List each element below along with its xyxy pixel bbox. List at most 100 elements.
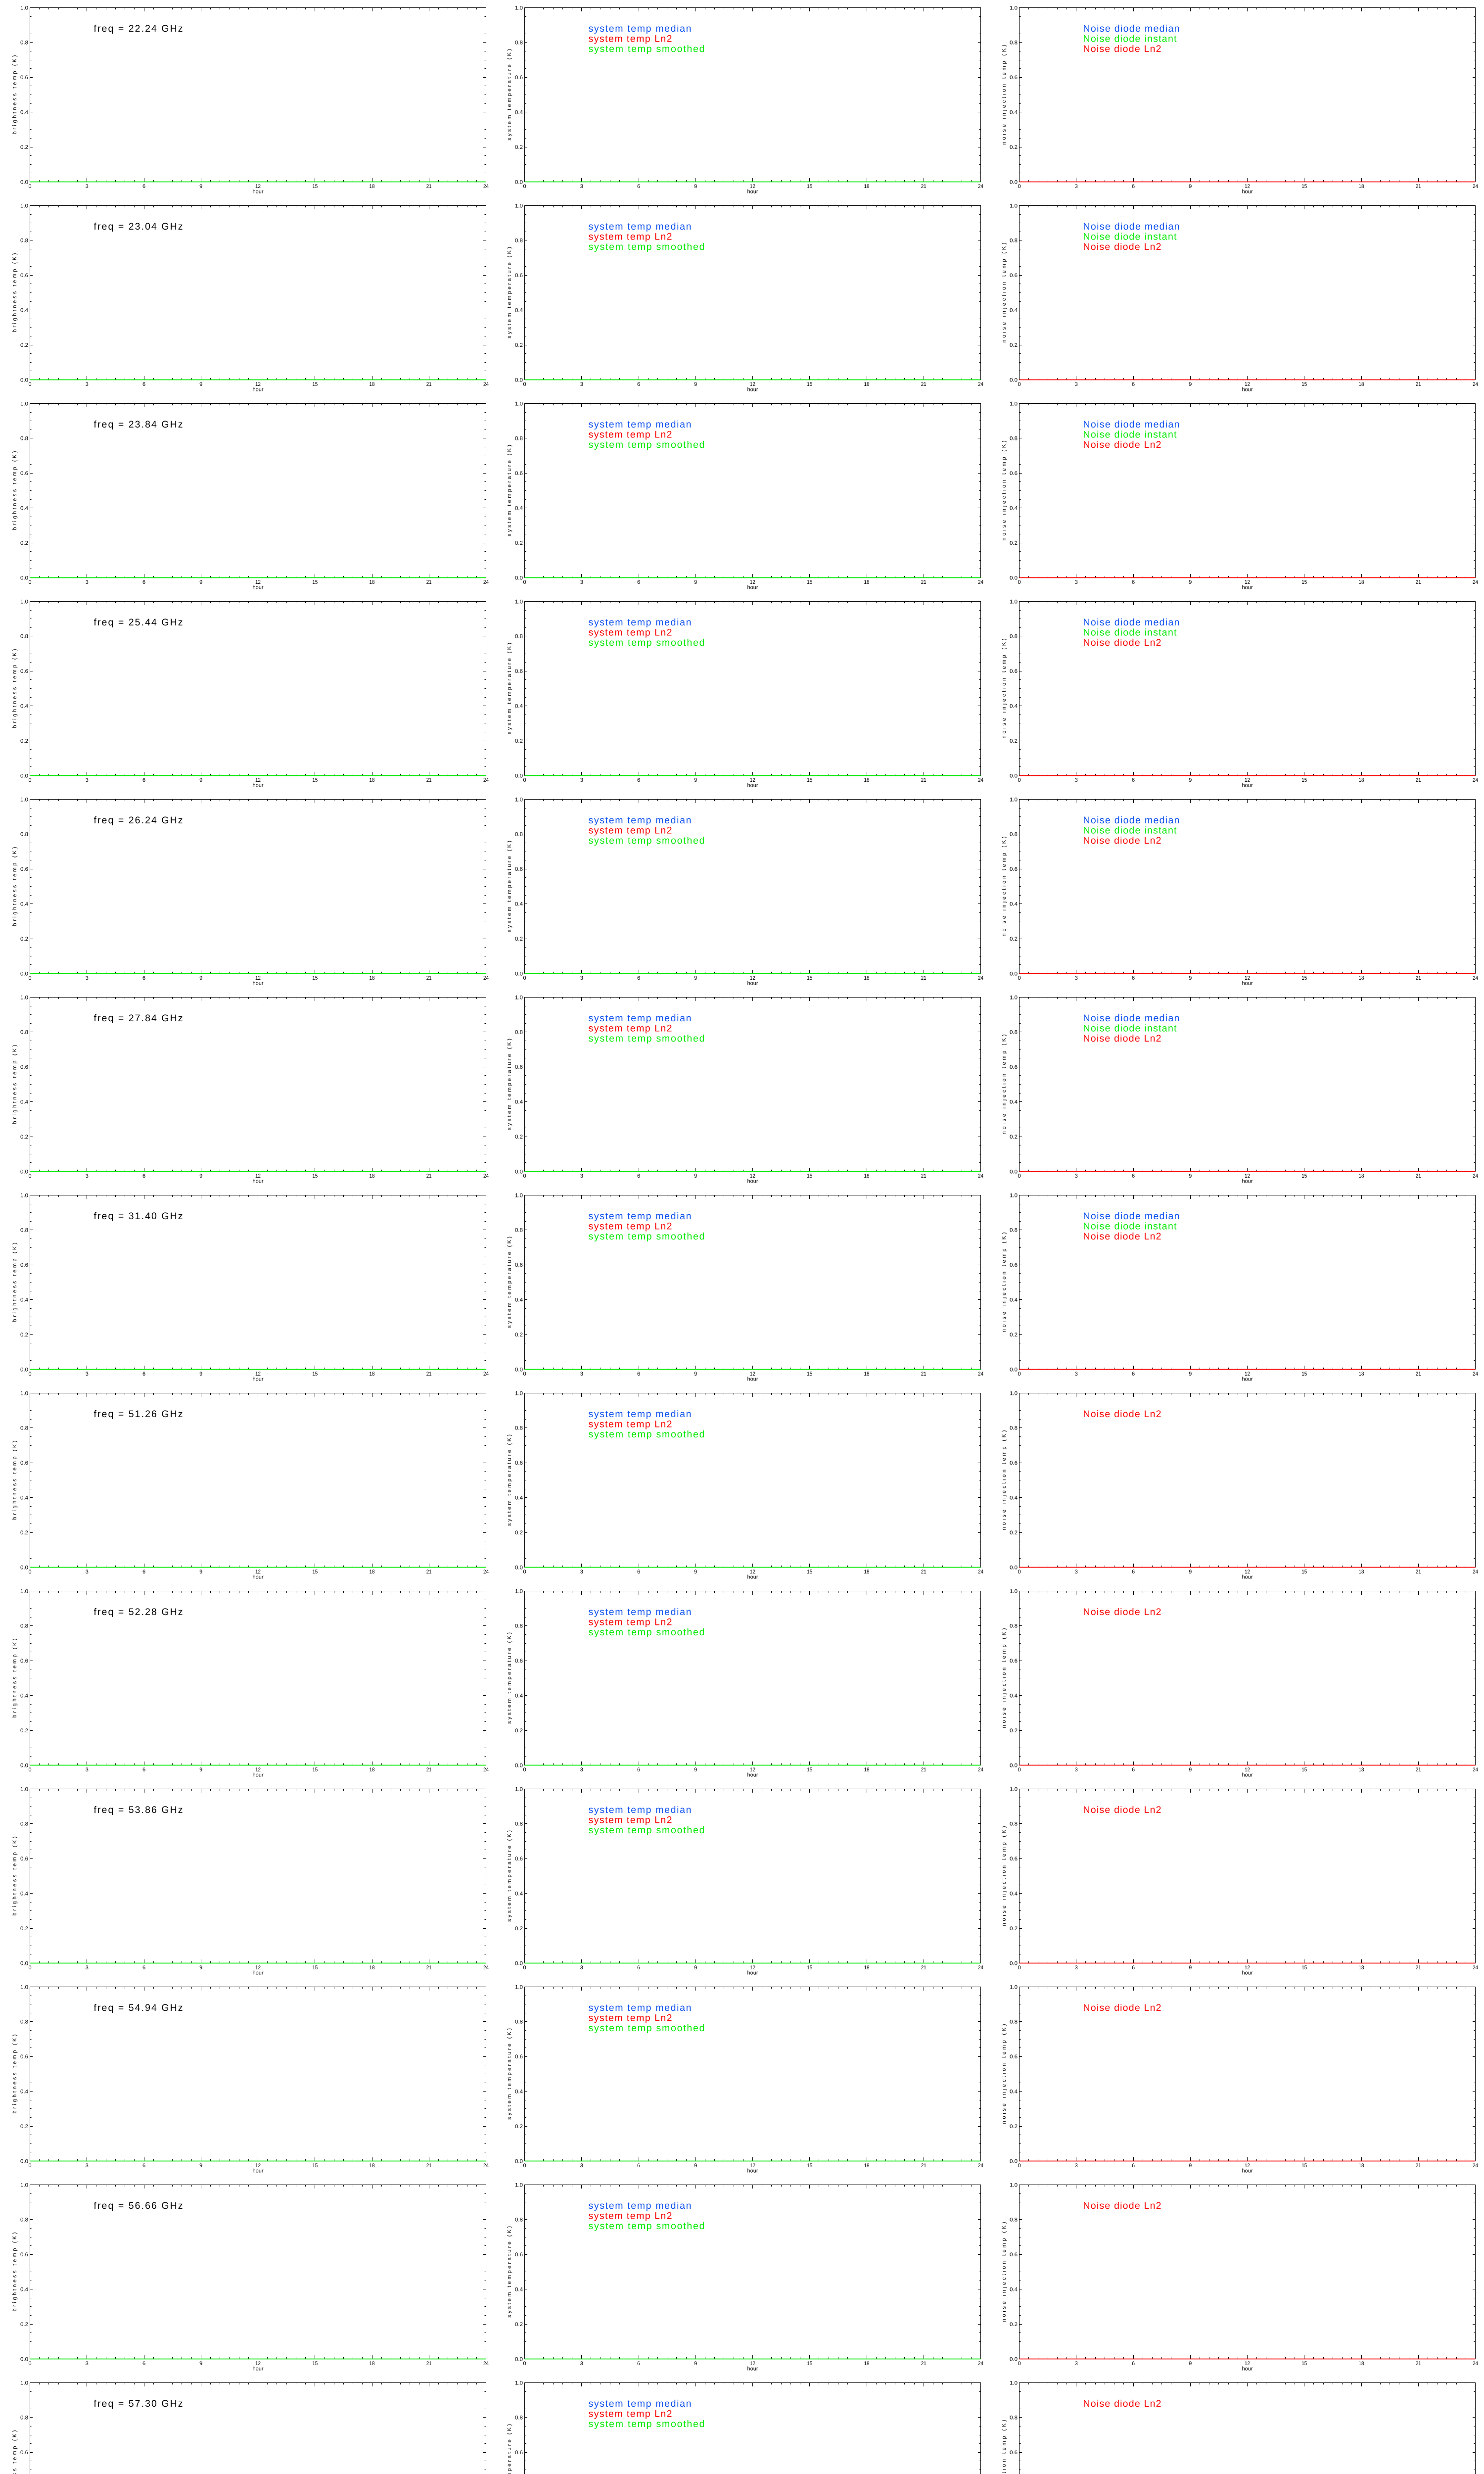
svg-text:Noise diode Ln2: Noise diode Ln2 — [1083, 1033, 1161, 1044]
svg-text:0.6: 0.6 — [515, 866, 523, 872]
svg-text:hour: hour — [252, 981, 263, 987]
svg-text:3: 3 — [1075, 184, 1078, 190]
svg-text:24: 24 — [483, 1371, 489, 1377]
svg-text:system temperature (K): system temperature (K) — [507, 841, 512, 932]
svg-text:1.0: 1.0 — [20, 1588, 28, 1594]
svg-text:system temperature (K): system temperature (K) — [507, 2424, 512, 2474]
svg-text:24: 24 — [1473, 1569, 1478, 1575]
svg-text:0.6: 0.6 — [1010, 1658, 1018, 1664]
svg-text:0.2: 0.2 — [515, 936, 523, 942]
svg-text:24: 24 — [978, 1173, 983, 1179]
svg-text:1.0: 1.0 — [20, 1192, 28, 1198]
svg-text:15: 15 — [1301, 1767, 1307, 1773]
svg-text:18: 18 — [370, 1173, 375, 1179]
svg-text:1.0: 1.0 — [1010, 5, 1018, 11]
svg-text:24: 24 — [978, 975, 983, 981]
svg-text:18: 18 — [370, 1965, 375, 1971]
svg-text:system temp smoothed: system temp smoothed — [589, 637, 705, 648]
svg-text:noise injection temp (K): noise injection temp (K) — [1001, 441, 1007, 541]
svg-text:9: 9 — [694, 1767, 697, 1773]
svg-text:9: 9 — [199, 1569, 202, 1575]
svg-text:0: 0 — [28, 1371, 31, 1377]
svg-text:Noise diode instant: Noise diode instant — [1083, 627, 1177, 638]
svg-text:system temp Ln2: system temp Ln2 — [589, 2211, 672, 2222]
svg-text:Noise diode median: Noise diode median — [1083, 815, 1180, 826]
svg-text:3: 3 — [1075, 1767, 1078, 1773]
svg-text:3: 3 — [1075, 2163, 1078, 2169]
svg-text:24: 24 — [978, 579, 983, 585]
svg-text:0.8: 0.8 — [515, 436, 523, 442]
svg-text:6: 6 — [637, 975, 640, 981]
svg-text:18: 18 — [1359, 975, 1364, 981]
svg-text:Noise diode instant: Noise diode instant — [1083, 1221, 1177, 1232]
svg-text:6: 6 — [637, 2163, 640, 2169]
svg-text:3: 3 — [86, 579, 89, 585]
svg-text:0.8: 0.8 — [1010, 1426, 1018, 1431]
svg-text:freq = 26.24 GHz: freq = 26.24 GHz — [94, 815, 183, 826]
svg-text:Noise diode instant: Noise diode instant — [1083, 34, 1177, 45]
svg-text:3: 3 — [1075, 1965, 1078, 1971]
svg-text:12: 12 — [750, 777, 755, 783]
svg-text:0.0: 0.0 — [515, 575, 523, 581]
svg-text:noise injection temp (K): noise injection temp (K) — [1001, 1035, 1007, 1135]
svg-text:freq = 31.40 GHz: freq = 31.40 GHz — [94, 1211, 183, 1222]
svg-text:0.2: 0.2 — [20, 144, 28, 150]
svg-text:12: 12 — [255, 777, 261, 783]
svg-text:0.0: 0.0 — [515, 1367, 523, 1373]
svg-text:freq = 53.86 GHz: freq = 53.86 GHz — [94, 1805, 183, 1815]
svg-text:0.4: 0.4 — [20, 110, 28, 116]
svg-text:18: 18 — [1359, 1965, 1364, 1971]
svg-text:12: 12 — [750, 579, 755, 585]
svg-text:0: 0 — [523, 381, 526, 387]
svg-text:system temp smoothed: system temp smoothed — [589, 1231, 705, 1242]
svg-text:9: 9 — [694, 579, 697, 585]
svg-text:12: 12 — [750, 184, 755, 190]
svg-text:6: 6 — [142, 1965, 145, 1971]
svg-text:3: 3 — [86, 1173, 89, 1179]
svg-text:21: 21 — [921, 1767, 927, 1773]
svg-text:Noise diode Ln2: Noise diode Ln2 — [1083, 1409, 1161, 1420]
svg-text:9: 9 — [694, 1569, 697, 1575]
svg-text:hour: hour — [1242, 387, 1252, 393]
svg-text:15: 15 — [1301, 1569, 1307, 1575]
svg-text:15: 15 — [807, 2163, 812, 2169]
svg-text:0.0: 0.0 — [515, 1565, 523, 1570]
svg-text:15: 15 — [807, 1371, 812, 1377]
svg-text:system temp Ln2: system temp Ln2 — [589, 34, 672, 45]
svg-text:12: 12 — [1245, 2361, 1250, 2367]
svg-text:0.8: 0.8 — [20, 238, 28, 244]
svg-text:system temperature (K): system temperature (K) — [507, 247, 512, 338]
svg-text:0.6: 0.6 — [515, 471, 523, 476]
svg-text:0.4: 0.4 — [515, 506, 523, 512]
svg-text:12: 12 — [750, 2361, 755, 2367]
svg-text:1.0: 1.0 — [20, 2380, 28, 2386]
svg-text:system temp Ln2: system temp Ln2 — [589, 1221, 672, 1232]
svg-text:hour: hour — [252, 2366, 263, 2372]
svg-text:0.0: 0.0 — [1010, 773, 1018, 779]
svg-text:0.6: 0.6 — [515, 2252, 523, 2258]
svg-text:21: 21 — [426, 579, 432, 585]
svg-text:18: 18 — [864, 1767, 870, 1773]
svg-text:9: 9 — [694, 184, 697, 190]
svg-text:0: 0 — [1018, 1173, 1020, 1179]
svg-text:21: 21 — [426, 2163, 432, 2169]
svg-text:21: 21 — [1416, 1173, 1421, 1179]
svg-text:0.4: 0.4 — [20, 704, 28, 710]
svg-text:12: 12 — [1245, 1569, 1250, 1575]
svg-text:0.0: 0.0 — [20, 1169, 28, 1175]
svg-text:system temp median: system temp median — [589, 1409, 692, 1420]
svg-text:21: 21 — [921, 1173, 927, 1179]
svg-text:6: 6 — [1132, 1569, 1135, 1575]
svg-text:6: 6 — [1132, 1965, 1135, 1971]
svg-text:9: 9 — [199, 1965, 202, 1971]
svg-text:0.6: 0.6 — [20, 2252, 28, 2258]
svg-text:6: 6 — [1132, 2163, 1135, 2169]
svg-text:0.2: 0.2 — [1010, 1332, 1018, 1338]
svg-text:hour: hour — [1242, 585, 1252, 591]
svg-text:hour: hour — [747, 585, 758, 591]
svg-text:1.0: 1.0 — [20, 1390, 28, 1396]
svg-text:system temp median: system temp median — [589, 1013, 692, 1024]
svg-text:9: 9 — [199, 1173, 202, 1179]
svg-text:21: 21 — [1416, 1965, 1421, 1971]
svg-text:0.2: 0.2 — [1010, 1530, 1018, 1536]
